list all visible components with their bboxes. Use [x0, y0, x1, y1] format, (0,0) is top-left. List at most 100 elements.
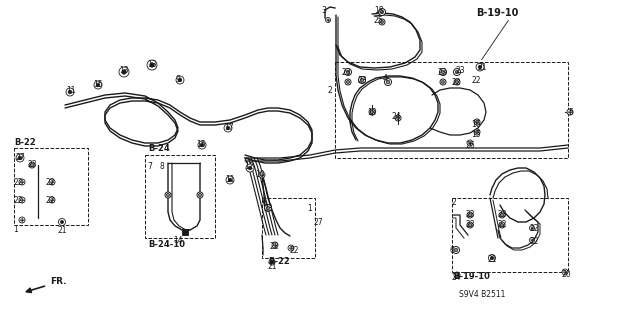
- Circle shape: [51, 199, 53, 201]
- Circle shape: [456, 274, 458, 276]
- Circle shape: [269, 259, 275, 265]
- Text: 5: 5: [568, 108, 573, 117]
- Circle shape: [474, 119, 480, 125]
- Circle shape: [454, 248, 458, 252]
- Circle shape: [264, 204, 271, 211]
- Circle shape: [488, 255, 495, 262]
- Text: 21: 21: [477, 63, 486, 72]
- Circle shape: [562, 269, 568, 275]
- Circle shape: [456, 80, 458, 84]
- Bar: [452, 198, 568, 272]
- Text: B-22: B-22: [268, 257, 290, 266]
- Circle shape: [385, 78, 392, 85]
- Text: 20: 20: [561, 270, 571, 279]
- Circle shape: [224, 124, 232, 132]
- Circle shape: [455, 70, 459, 74]
- Circle shape: [198, 194, 202, 197]
- Circle shape: [20, 199, 23, 201]
- Circle shape: [49, 197, 55, 203]
- Circle shape: [200, 143, 204, 147]
- Circle shape: [452, 247, 460, 254]
- Circle shape: [454, 69, 461, 76]
- Circle shape: [147, 60, 157, 70]
- Text: 18: 18: [374, 6, 383, 15]
- Text: 12: 12: [244, 162, 253, 171]
- Text: 23: 23: [264, 204, 274, 213]
- Text: 1: 1: [13, 225, 18, 234]
- Circle shape: [20, 181, 23, 183]
- Circle shape: [150, 63, 154, 67]
- Circle shape: [500, 224, 504, 226]
- Text: 13: 13: [147, 60, 157, 69]
- Circle shape: [379, 19, 385, 25]
- Circle shape: [468, 213, 472, 217]
- Circle shape: [271, 261, 273, 263]
- Circle shape: [569, 111, 572, 113]
- Text: 21: 21: [488, 255, 497, 264]
- Text: 27: 27: [313, 218, 323, 227]
- Text: 22: 22: [270, 242, 280, 251]
- Circle shape: [248, 166, 252, 170]
- Circle shape: [360, 78, 364, 82]
- Circle shape: [478, 65, 482, 69]
- Text: 22: 22: [472, 76, 481, 85]
- Text: 23: 23: [497, 210, 507, 219]
- Circle shape: [467, 212, 473, 218]
- Circle shape: [68, 90, 72, 94]
- Circle shape: [500, 213, 504, 217]
- Circle shape: [346, 70, 349, 74]
- Text: 6: 6: [449, 246, 454, 255]
- Circle shape: [165, 192, 171, 198]
- Text: 25: 25: [374, 16, 383, 25]
- Circle shape: [20, 219, 23, 221]
- Text: 22: 22: [497, 220, 506, 229]
- Circle shape: [344, 69, 351, 76]
- Circle shape: [19, 197, 25, 203]
- Circle shape: [49, 179, 55, 185]
- Circle shape: [346, 80, 349, 84]
- Circle shape: [19, 179, 25, 185]
- Text: 22: 22: [14, 196, 24, 205]
- Text: 14: 14: [173, 236, 182, 245]
- Circle shape: [467, 222, 473, 228]
- Circle shape: [476, 63, 484, 71]
- Circle shape: [474, 129, 480, 135]
- Circle shape: [467, 140, 473, 146]
- Text: 23: 23: [465, 210, 475, 219]
- Text: 22: 22: [529, 237, 538, 246]
- Circle shape: [378, 9, 385, 16]
- Text: B-19-10: B-19-10: [476, 8, 518, 18]
- Text: 26: 26: [465, 141, 475, 150]
- Text: 10: 10: [255, 170, 264, 179]
- Text: 19: 19: [367, 108, 376, 117]
- Circle shape: [529, 238, 534, 242]
- Circle shape: [381, 20, 383, 24]
- Text: 1: 1: [307, 204, 312, 213]
- Circle shape: [395, 115, 401, 121]
- Circle shape: [499, 212, 505, 218]
- Circle shape: [531, 227, 533, 229]
- Circle shape: [476, 121, 479, 123]
- Circle shape: [564, 271, 566, 273]
- Circle shape: [51, 181, 53, 183]
- Circle shape: [176, 76, 184, 84]
- Text: 23: 23: [357, 76, 367, 85]
- Text: FR.: FR.: [26, 278, 67, 293]
- Circle shape: [380, 10, 384, 14]
- Text: 15: 15: [93, 80, 102, 89]
- Text: 11: 11: [66, 86, 76, 95]
- Text: B-22: B-22: [14, 138, 36, 147]
- Circle shape: [226, 176, 234, 184]
- Circle shape: [274, 244, 276, 246]
- Circle shape: [499, 222, 505, 228]
- Circle shape: [454, 79, 460, 85]
- Circle shape: [259, 172, 265, 178]
- Circle shape: [119, 67, 129, 77]
- Bar: [14, 148, 88, 225]
- Text: 11: 11: [225, 175, 234, 184]
- Circle shape: [266, 206, 269, 210]
- Bar: [182, 229, 188, 235]
- Circle shape: [122, 70, 126, 74]
- Circle shape: [369, 109, 375, 115]
- Text: 21: 21: [268, 262, 278, 271]
